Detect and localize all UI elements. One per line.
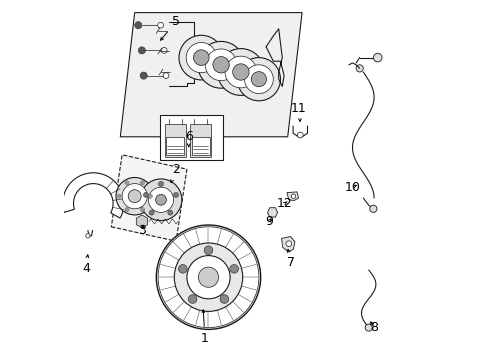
Circle shape: [138, 47, 145, 54]
Circle shape: [155, 194, 166, 205]
Circle shape: [178, 265, 187, 273]
Circle shape: [161, 48, 167, 53]
Bar: [191, 137, 209, 155]
Circle shape: [229, 265, 238, 273]
Text: 8: 8: [369, 321, 377, 334]
Circle shape: [212, 57, 229, 73]
Circle shape: [244, 65, 273, 94]
Text: 7: 7: [287, 249, 295, 269]
Circle shape: [158, 181, 163, 186]
Circle shape: [174, 243, 242, 311]
Text: 4: 4: [82, 255, 90, 275]
Circle shape: [149, 210, 154, 215]
Circle shape: [297, 132, 303, 138]
Text: 11: 11: [290, 102, 306, 121]
Circle shape: [369, 205, 376, 212]
Circle shape: [158, 22, 163, 28]
Circle shape: [116, 177, 153, 215]
Text: 3: 3: [138, 224, 145, 237]
Circle shape: [140, 181, 144, 185]
Circle shape: [179, 35, 223, 80]
Text: 9: 9: [264, 215, 272, 228]
Text: 10: 10: [344, 181, 360, 194]
Circle shape: [237, 58, 280, 101]
Bar: [189, 124, 211, 157]
Circle shape: [205, 49, 237, 81]
Circle shape: [158, 227, 258, 328]
Circle shape: [122, 184, 147, 209]
Circle shape: [198, 267, 218, 287]
Bar: [166, 137, 184, 155]
Polygon shape: [120, 13, 302, 137]
Polygon shape: [136, 215, 147, 228]
Circle shape: [251, 72, 266, 87]
Circle shape: [217, 49, 264, 95]
Bar: [164, 124, 186, 157]
Circle shape: [193, 50, 209, 66]
Circle shape: [117, 194, 121, 198]
Circle shape: [186, 42, 216, 73]
Circle shape: [140, 207, 144, 212]
Text: 1: 1: [201, 310, 208, 345]
Circle shape: [134, 22, 142, 29]
Circle shape: [224, 56, 256, 88]
Circle shape: [285, 241, 291, 247]
Circle shape: [140, 179, 182, 221]
Bar: [160, 115, 223, 160]
Circle shape: [85, 234, 90, 238]
Circle shape: [140, 72, 147, 79]
Text: 5: 5: [160, 15, 180, 40]
Circle shape: [124, 181, 129, 185]
Text: 12: 12: [276, 197, 292, 210]
Circle shape: [291, 194, 295, 198]
Circle shape: [148, 194, 152, 198]
Circle shape: [373, 53, 381, 62]
Circle shape: [188, 295, 197, 303]
Circle shape: [365, 324, 371, 331]
Circle shape: [143, 192, 148, 197]
Text: 2: 2: [170, 163, 180, 183]
Circle shape: [186, 256, 230, 299]
Polygon shape: [281, 237, 294, 252]
Circle shape: [124, 207, 129, 212]
Circle shape: [156, 225, 260, 329]
Circle shape: [220, 295, 228, 303]
Polygon shape: [286, 192, 298, 201]
Circle shape: [204, 246, 212, 255]
Circle shape: [167, 210, 172, 215]
Circle shape: [148, 187, 173, 212]
Circle shape: [355, 65, 363, 72]
Polygon shape: [267, 208, 277, 217]
Circle shape: [173, 192, 178, 197]
Polygon shape: [111, 155, 186, 241]
Circle shape: [197, 41, 244, 88]
Circle shape: [232, 64, 248, 80]
Circle shape: [128, 190, 141, 203]
Circle shape: [163, 73, 168, 78]
Polygon shape: [62, 173, 123, 218]
Text: 6: 6: [184, 130, 192, 147]
